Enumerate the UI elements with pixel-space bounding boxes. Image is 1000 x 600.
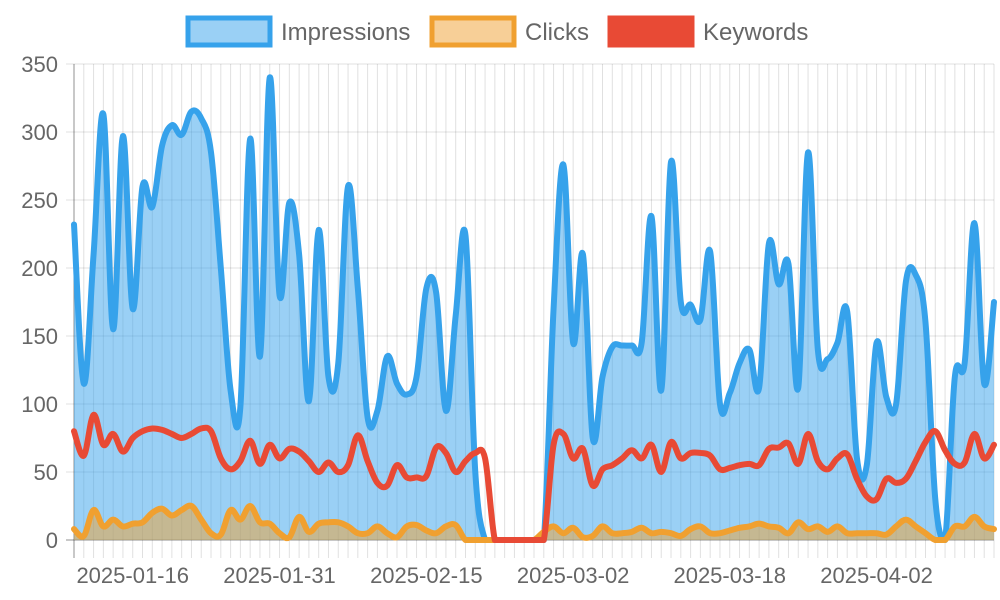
legend-swatch (185, 15, 273, 48)
series-area (71, 74, 997, 543)
legend[interactable]: Impressions Clicks Keywords (185, 15, 808, 48)
x-tick-label: 2025-03-18 (673, 563, 786, 588)
y-tick-label: 50 (34, 460, 58, 485)
legend-swatch (607, 15, 695, 48)
series-clicks-area (74, 505, 994, 540)
legend-item-impressions[interactable]: Impressions (185, 15, 410, 48)
y-tick-label: 350 (21, 52, 58, 77)
legend-label: Clicks (525, 19, 589, 46)
x-tick-label: 2025-03-02 (517, 563, 630, 588)
y-tick-label: 250 (21, 188, 58, 213)
legend-item-clicks[interactable]: Clicks (429, 15, 589, 48)
legend-item-keywords[interactable]: Keywords (607, 15, 808, 48)
series-impressions-area (74, 77, 994, 540)
x-tick-label: 2025-01-16 (76, 563, 189, 588)
legend-swatch (429, 15, 517, 48)
tick-labels: 0 50 100 150 200 250 300 350 2025-01-16 2025-01-3… (21, 52, 933, 588)
x-tick-label: 2025-02-15 (370, 563, 483, 588)
legend-label: Keywords (703, 19, 808, 46)
y-tick-label: 150 (21, 324, 58, 349)
y-tick-label: 200 (21, 256, 58, 281)
y-tick-label: 300 (21, 120, 58, 145)
y-tick-label: 0 (46, 528, 58, 553)
series-keywords-line (71, 411, 997, 543)
x-tick-label: 2025-04-02 (820, 563, 933, 588)
x-tick-label: 2025-01-31 (223, 563, 336, 588)
legend-label: Impressions (281, 19, 410, 46)
y-tick-label: 100 (21, 392, 58, 417)
